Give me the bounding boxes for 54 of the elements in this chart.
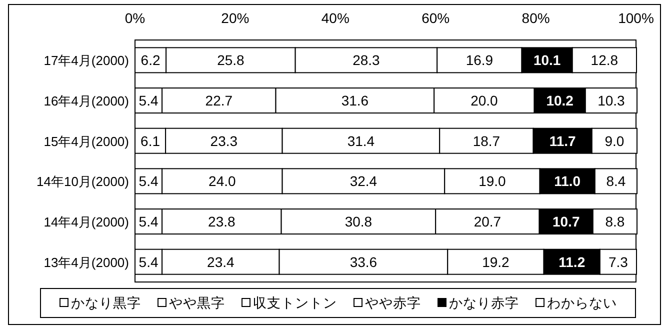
y-tick-label: 14年4月(2000) [44, 214, 129, 230]
data-label: 19.2 [482, 254, 510, 270]
x-tick-label: 80% [522, 10, 550, 26]
legend-label: かなり赤字 [449, 296, 519, 310]
x-tick-label: 0% [124, 10, 146, 26]
data-label: 6.1 [140, 132, 160, 149]
data-label: 18.7 [472, 132, 500, 149]
data-label: 28.3 [352, 52, 380, 68]
data-label: 20.7 [474, 214, 502, 230]
data-label: 31.6 [341, 92, 369, 108]
data-label: 7.3 [608, 254, 628, 270]
legend-label: やや赤字 [365, 296, 421, 310]
data-label: 23.3 [210, 132, 238, 149]
data-label: 9.0 [604, 132, 624, 149]
y-tick-label: 17年4月(2000) [44, 53, 129, 68]
data-label: 24.0 [208, 173, 236, 190]
data-label: 16.9 [466, 52, 494, 68]
data-label: 8.4 [606, 173, 626, 190]
data-label: 6.2 [140, 52, 160, 68]
x-tick-label: 100% [618, 10, 654, 26]
data-label: 23.4 [207, 254, 235, 270]
data-label: 5.4 [138, 214, 158, 230]
y-tick-label: 14年10月(2000) [36, 174, 129, 190]
data-label: 19.0 [478, 173, 506, 190]
legend-label: やや黒字 [169, 296, 225, 310]
data-label: 11.0 [554, 173, 581, 190]
legend-label: わからない [547, 296, 617, 310]
data-label: 10.1 [533, 52, 561, 68]
data-label: 30.8 [344, 214, 372, 230]
legend-label: かなり黒字 [71, 296, 141, 310]
data-label: 22.7 [205, 92, 233, 108]
data-label: 8.8 [605, 214, 625, 230]
x-tick-label: 40% [321, 10, 350, 26]
data-label: 10.7 [552, 214, 580, 230]
data-label: 25.8 [217, 52, 245, 68]
x-tick-label: 20% [221, 10, 250, 26]
data-label: 31.4 [347, 132, 375, 149]
data-label: 10.3 [598, 92, 626, 108]
y-tick-label: 13年4月(2000) [44, 254, 129, 270]
data-label: 20.0 [470, 92, 498, 108]
data-label: 11.7 [549, 132, 576, 149]
data-label: 32.4 [350, 173, 378, 190]
data-label: 23.8 [208, 214, 236, 230]
y-tick-label: 16年4月(2000) [44, 94, 129, 108]
y-tick-label: 15年4月(2000) [44, 134, 129, 149]
data-label: 5.4 [138, 173, 158, 190]
data-label: 33.6 [350, 254, 378, 270]
data-label: 10.2 [546, 92, 574, 108]
data-label: 12.8 [590, 52, 618, 68]
data-label: 11.2 [558, 254, 586, 270]
data-label: 5.4 [138, 92, 158, 108]
legend-label: 収支トントン [253, 296, 337, 310]
data-label: 5.4 [138, 254, 158, 270]
x-tick-label: 60% [422, 10, 450, 26]
